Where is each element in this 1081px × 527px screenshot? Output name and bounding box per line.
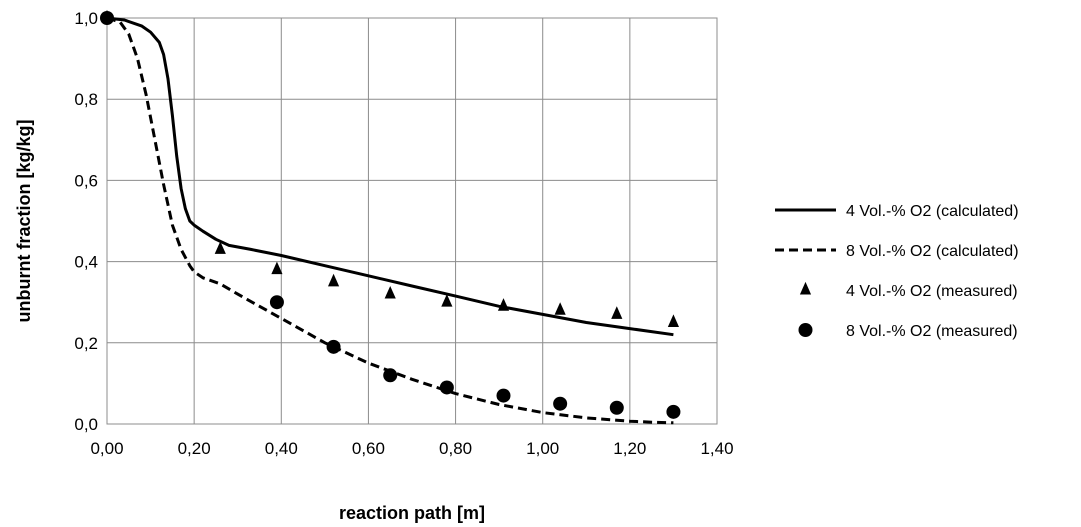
- legend-item: 8 Vol.-% O2 (calculated): [775, 243, 1019, 260]
- legend-item: 8 Vol.-% O2 (measured): [798, 323, 1018, 340]
- y-axis-ticks: 0,0 0,2 0,4 0,6 0,8 1,0: [74, 9, 98, 434]
- legend-label: 8 Vol.-% O2 (calculated): [846, 243, 1019, 260]
- y-tick-label: 0,4: [74, 253, 98, 272]
- triangle-marker: [384, 285, 396, 299]
- legend-triangle-swatch: [799, 281, 812, 295]
- series-line: [106, 16, 674, 337]
- circle-marker: [439, 380, 454, 395]
- circle-marker: [383, 368, 398, 383]
- circle-marker: [609, 400, 624, 415]
- x-axis-label: reaction path [m]: [339, 503, 485, 523]
- y-tick-label: 0,8: [74, 90, 98, 109]
- x-axis-ticks: 0,00 0,20 0,40 0,60 0,80 1,00 1,20 1,40: [90, 439, 733, 458]
- legend-item: 4 Vol.-% O2 (measured): [799, 281, 1018, 300]
- y-tick-label: 0,6: [74, 171, 98, 190]
- x-tick-label: 1,40: [700, 439, 733, 458]
- legend-label: 4 Vol.-% O2 (calculated): [846, 203, 1019, 220]
- x-tick-label: 0,20: [178, 439, 211, 458]
- legend: 4 Vol.-% O2 (calculated) 8 Vol.-% O2 (cal…: [775, 203, 1019, 340]
- triangle-marker: [271, 261, 283, 275]
- circle-marker: [553, 396, 568, 411]
- x-tick-label: 0,40: [265, 439, 298, 458]
- gridlines: [106, 17, 718, 425]
- series-4: [100, 11, 681, 419]
- triangle-marker: [611, 306, 623, 319]
- circle-marker: [326, 339, 341, 354]
- series-2: [106, 16, 674, 425]
- circle-marker: [496, 388, 511, 403]
- series-3: [101, 9, 680, 327]
- triangle-marker: [667, 314, 680, 327]
- series-line: [106, 16, 674, 425]
- series-layer: [100, 9, 681, 425]
- x-tick-label: 1,00: [526, 439, 559, 458]
- x-tick-label: 1,20: [613, 439, 646, 458]
- y-tick-label: 0,2: [74, 334, 98, 353]
- legend-label: 8 Vol.-% O2 (measured): [846, 323, 1018, 340]
- triangle-marker: [554, 302, 566, 315]
- legend-circle-swatch: [798, 323, 813, 337]
- circle-marker: [100, 11, 114, 25]
- circle-marker: [666, 404, 681, 419]
- y-tick-label: 0,0: [74, 415, 98, 434]
- plot-area-frame: [106, 17, 718, 425]
- triangle-marker: [441, 294, 453, 307]
- series-1: [106, 16, 674, 337]
- triangle-marker: [214, 241, 226, 254]
- legend-item: 4 Vol.-% O2 (calculated): [775, 203, 1019, 220]
- triangle-marker: [497, 298, 510, 311]
- x-tick-label: 0,60: [352, 439, 385, 458]
- x-tick-label: 0,80: [439, 439, 472, 458]
- y-tick-label: 1,0: [74, 9, 98, 28]
- triangle-marker: [327, 273, 340, 287]
- y-axis-label: unburnt fraction [kg/kg]: [14, 120, 34, 323]
- circle-marker: [269, 295, 284, 310]
- x-tick-label: 0,00: [90, 439, 123, 458]
- legend-label: 4 Vol.-% O2 (measured): [846, 283, 1018, 300]
